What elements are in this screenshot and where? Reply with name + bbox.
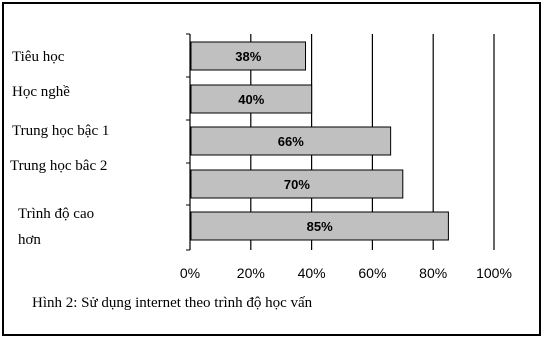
category-label-1: Học nghề: [12, 84, 70, 100]
category-label-3: Trung học bâc 2: [10, 158, 107, 174]
x-tick-labels: 0% 20% 40% 60% 80% 100%: [180, 265, 512, 281]
bar-3: [190, 169, 404, 199]
category-label-4-line-0: Trình độ cao: [18, 206, 94, 222]
bar-4: [190, 211, 449, 241]
category-labels: Tiêu học Học nghề Trung học bậc 1 Trung học…: [10, 49, 109, 248]
x-tick-label-60: 60%: [358, 265, 386, 281]
x-tick-label-20: 20%: [237, 265, 265, 281]
chart-caption: Hình 2: Sử dụng internet theo trình độ h…: [32, 295, 313, 311]
bar-data-label-4: 85%: [307, 219, 333, 234]
category-label-4-line-1: hơn: [18, 232, 41, 248]
bars-layer: 38% 40% 66% 70% 85%: [190, 41, 449, 241]
bar-1: [190, 84, 313, 114]
x-tick-label-40: 40%: [298, 265, 326, 281]
category-label-0: Tiêu học: [12, 49, 65, 65]
x-tick-label-0: 0%: [180, 265, 200, 281]
bar-data-label-0: 38%: [235, 49, 261, 64]
bar-data-label-2: 66%: [278, 134, 304, 149]
category-label-2: Trung học bậc 1: [12, 123, 109, 139]
bar-0: [190, 41, 307, 71]
bar-data-label-1: 40%: [238, 92, 264, 107]
x-tick-label-80: 80%: [419, 265, 447, 281]
bar-data-label-3: 70%: [284, 177, 310, 192]
x-tick-label-100: 100%: [476, 265, 512, 281]
bar-2: [190, 126, 392, 156]
